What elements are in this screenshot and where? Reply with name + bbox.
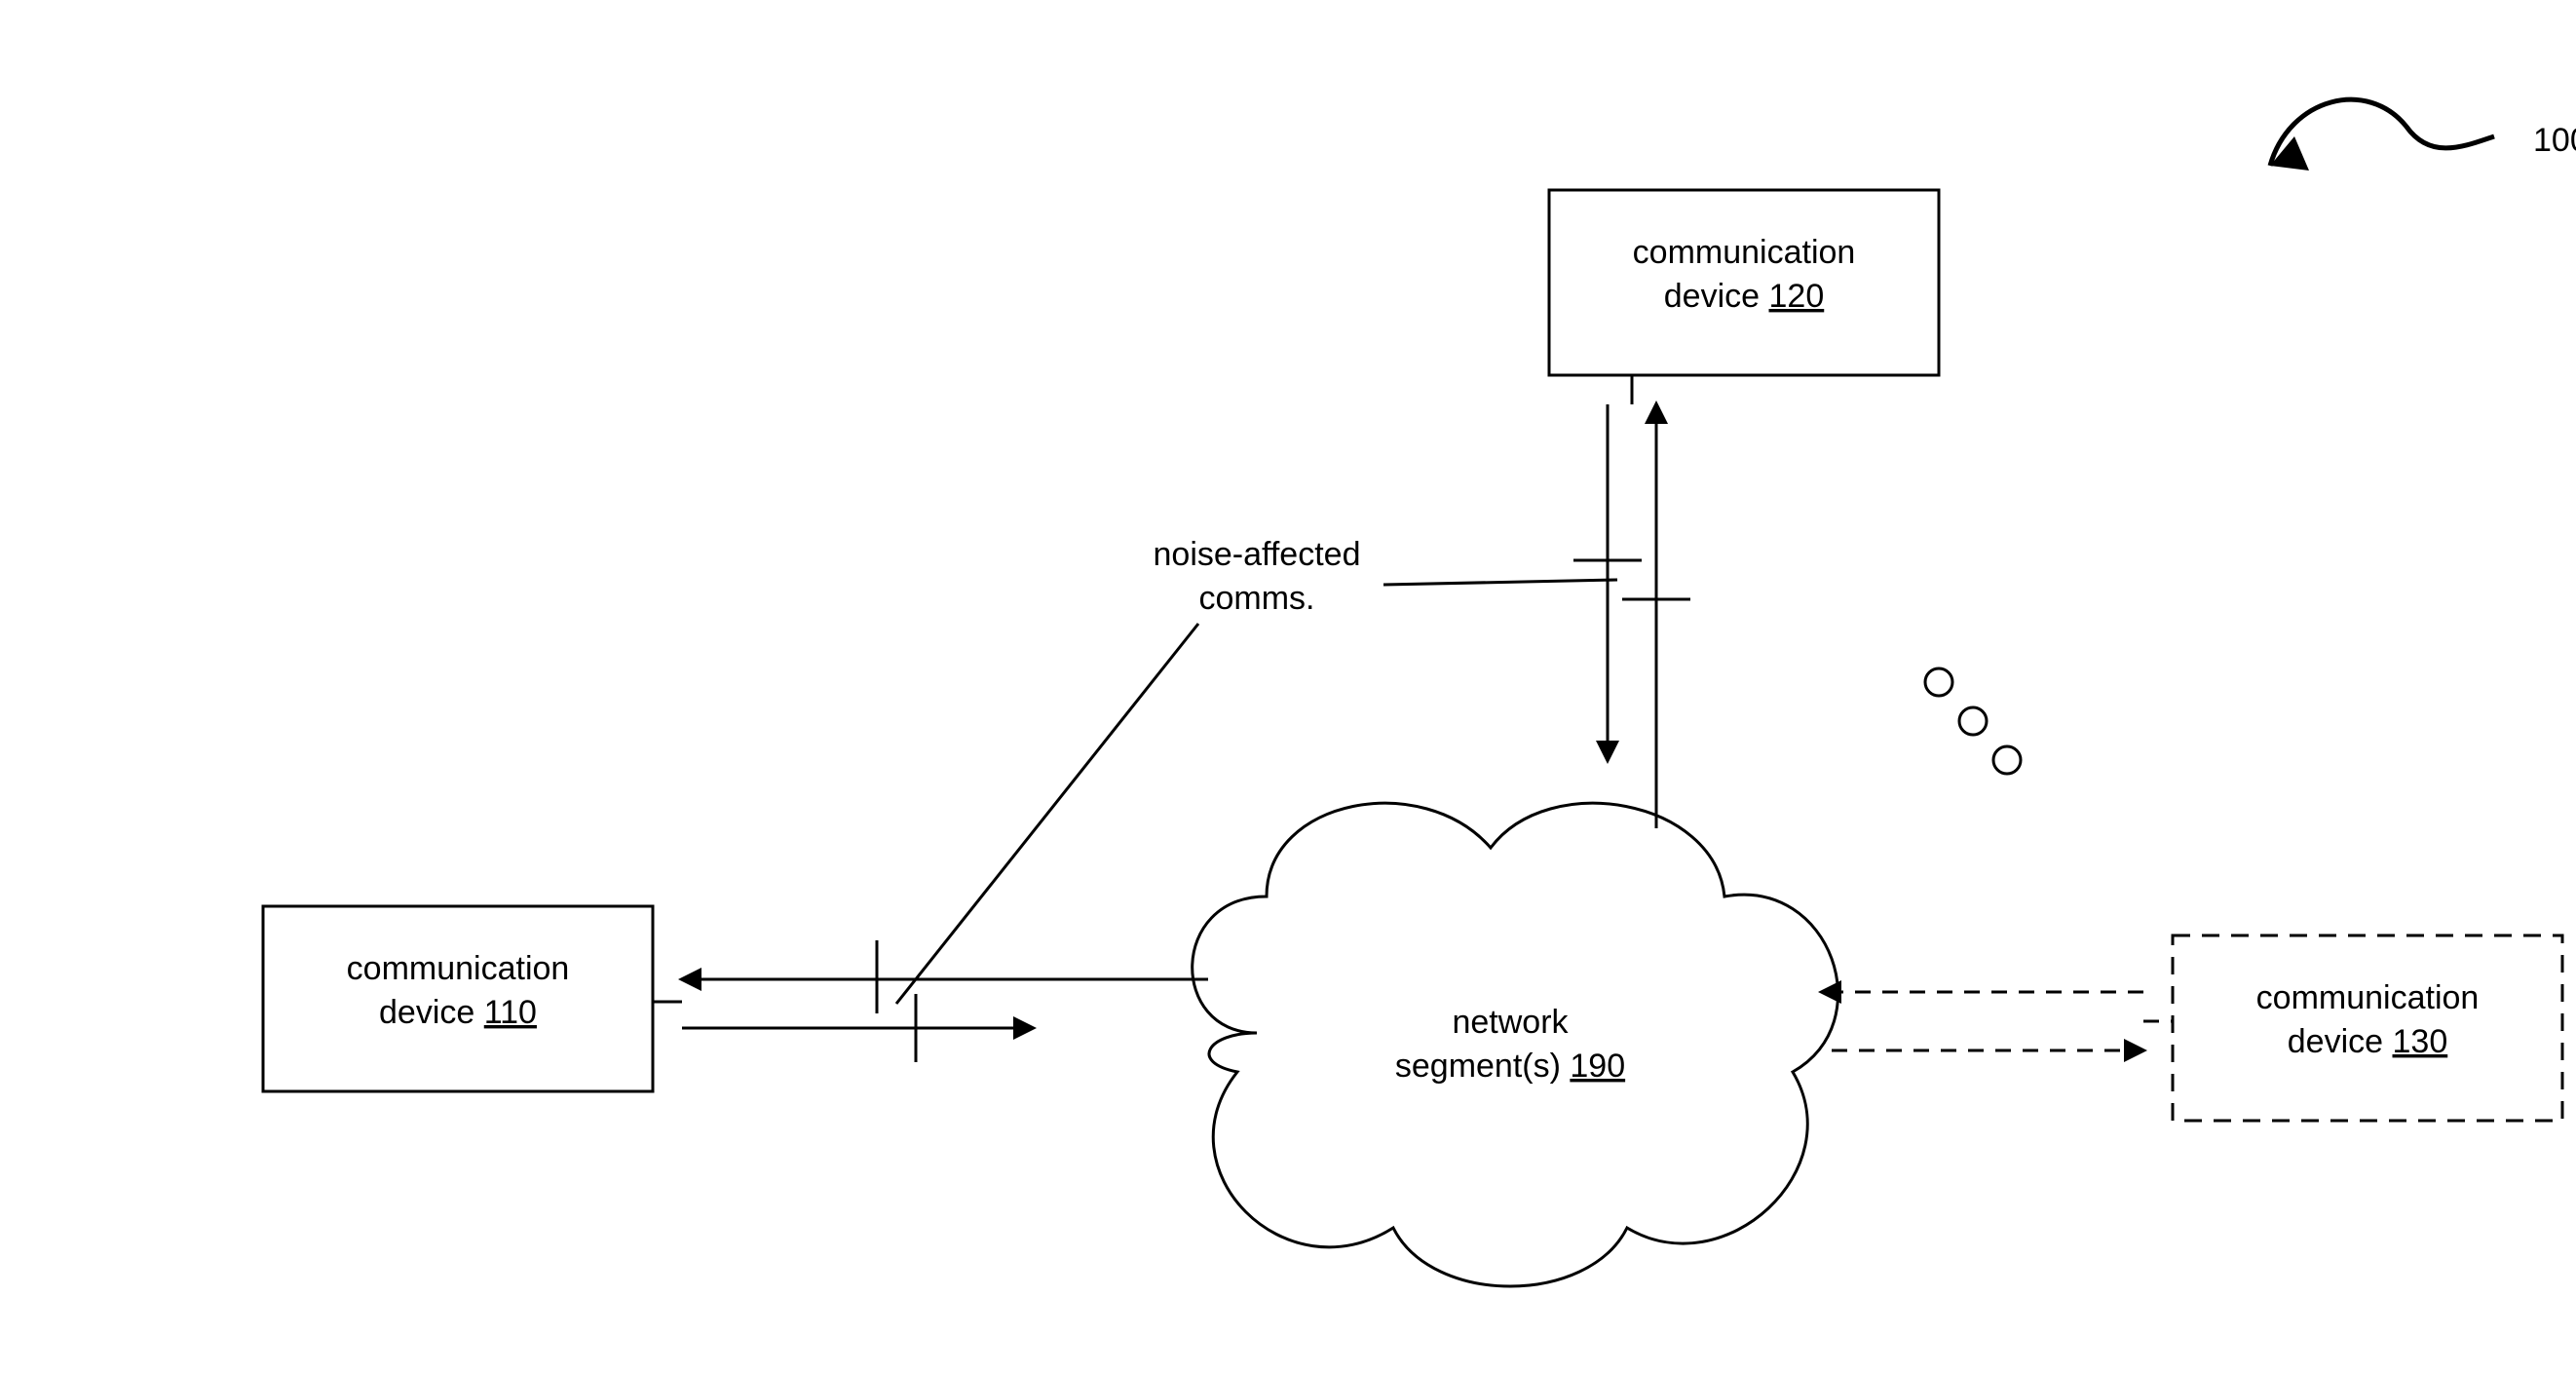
noise-label-line2: comms. [1199, 580, 1315, 617]
noise-label-line1: noise-affected [1154, 536, 1361, 573]
cloud-label-line2: segment(s) 190 [1395, 1048, 1625, 1085]
device-120-line2: device 120 [1664, 278, 1824, 315]
device-130-box: communication device 130 [2173, 935, 2562, 1121]
device-120-line1: communication [1633, 234, 1856, 271]
network-cloud: network segment(s) 190 [1193, 803, 1838, 1286]
ellipsis-icon [1925, 668, 2021, 774]
figure-number: 100 [2533, 122, 2576, 159]
figure-number-arrow [2270, 99, 2494, 171]
cloud-label-line1: network [1452, 1004, 1569, 1041]
link-130-cloud [1822, 992, 2173, 1050]
link-120-cloud [1573, 375, 1690, 828]
device-130-line2: device 130 [2288, 1023, 2447, 1060]
device-110-line1: communication [347, 950, 570, 987]
device-110-line2: device 110 [379, 994, 537, 1031]
device-120-box: communication device 120 [1549, 190, 1939, 375]
device-110-box: communication device 110 [263, 906, 653, 1091]
device-130-line1: communication [2256, 979, 2480, 1016]
